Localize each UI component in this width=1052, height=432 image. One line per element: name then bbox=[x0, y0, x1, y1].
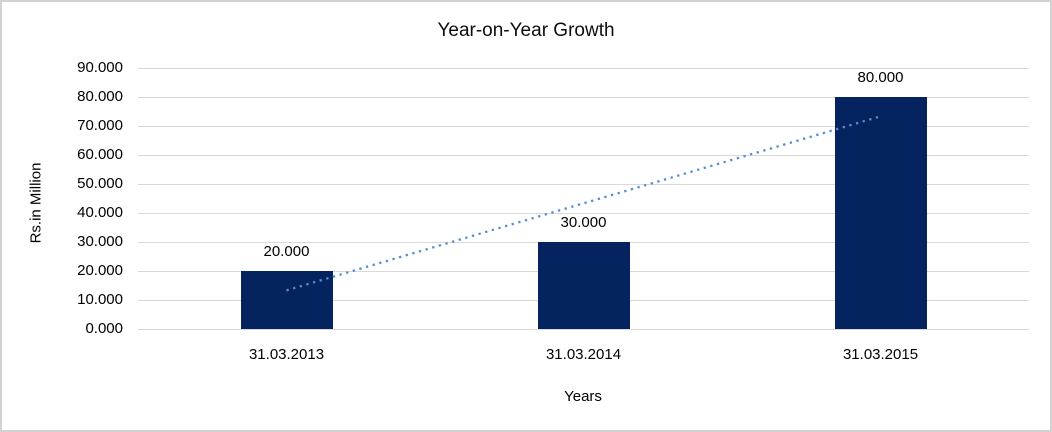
y-tick-label: 30.000 bbox=[77, 233, 123, 250]
bar-value-label: 20.000 bbox=[263, 243, 310, 260]
y-tick-label: 10.000 bbox=[77, 291, 123, 308]
gridline bbox=[138, 97, 1029, 98]
chart-title: Year-on-Year Growth bbox=[437, 20, 615, 41]
y-tick-label: 0.000 bbox=[85, 320, 123, 337]
bar bbox=[240, 271, 333, 329]
y-tick-label: 70.000 bbox=[77, 117, 123, 134]
y-tick-label: 60.000 bbox=[77, 146, 123, 163]
x-axis-title: Years bbox=[564, 388, 602, 405]
bar-value-label: 80.000 bbox=[857, 69, 904, 86]
y-tick-label: 50.000 bbox=[77, 175, 123, 192]
y-tick-label: 90.000 bbox=[77, 59, 123, 76]
y-tick-label: 80.000 bbox=[77, 88, 123, 105]
x-category-label: 31.03.2013 bbox=[248, 346, 325, 363]
x-category-label: 31.03.2015 bbox=[842, 346, 919, 363]
y-tick-label: 40.000 bbox=[77, 204, 123, 221]
bar bbox=[537, 242, 630, 329]
bar-value-label: 30.000 bbox=[560, 214, 607, 231]
gridline bbox=[138, 68, 1029, 69]
bar bbox=[834, 97, 927, 329]
x-category-label: 31.03.2014 bbox=[545, 346, 622, 363]
y-tick-label: 20.000 bbox=[77, 262, 123, 279]
gridline bbox=[138, 329, 1029, 330]
